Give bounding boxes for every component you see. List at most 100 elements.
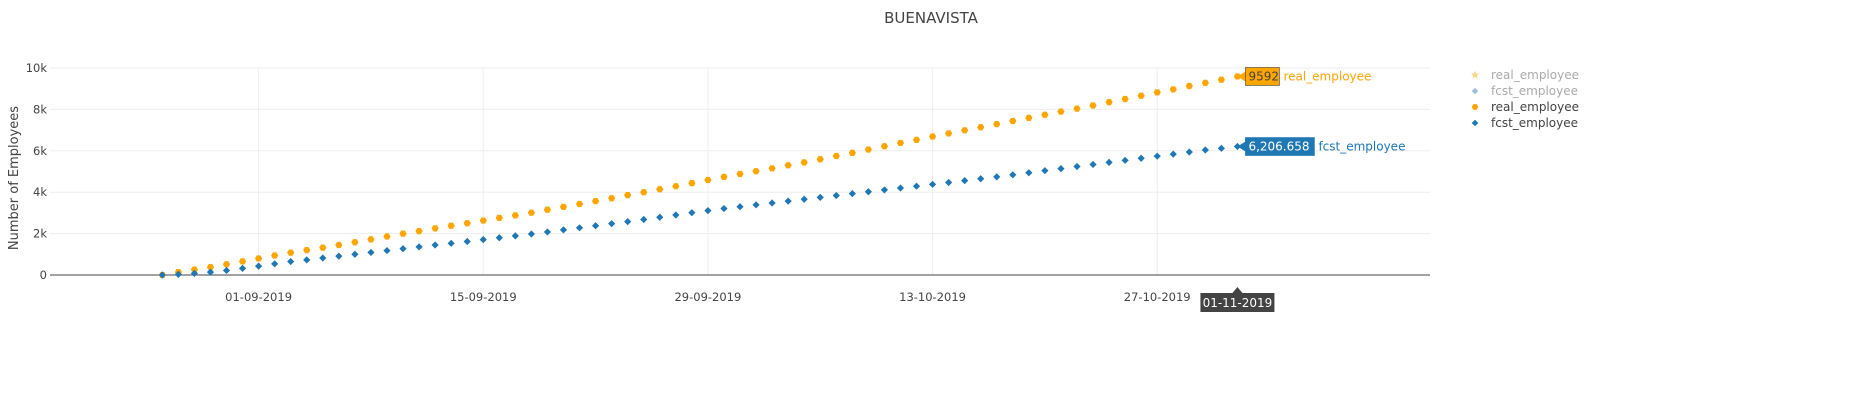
real_employee-point[interactable]: [945, 130, 953, 137]
real_employee-point[interactable]: [1217, 76, 1225, 83]
fcst_employee-point[interactable]: [608, 220, 616, 228]
series-fcst_employee[interactable]: [158, 142, 1242, 279]
real_employee-point[interactable]: [768, 165, 776, 172]
real_employee-point[interactable]: [271, 252, 279, 259]
fcst_employee-point[interactable]: [1153, 152, 1161, 160]
real_employee-point[interactable]: [527, 209, 535, 216]
real_employee-point[interactable]: [319, 244, 327, 251]
fcst_employee-point[interactable]: [688, 209, 696, 217]
fcst_employee-point[interactable]: [816, 193, 824, 201]
real_employee-point[interactable]: [1169, 86, 1177, 93]
fcst_employee-point[interactable]: [351, 250, 359, 258]
real_employee-point[interactable]: [961, 127, 969, 134]
real_employee-point[interactable]: [1041, 111, 1049, 118]
fcst_employee-point[interactable]: [559, 226, 568, 234]
real_employee-point[interactable]: [832, 152, 840, 160]
legend-item-fcst_employee[interactable]: fcst_employee: [1471, 84, 1578, 98]
plot-points[interactable]: [158, 73, 1242, 279]
real_employee-point[interactable]: [752, 168, 760, 175]
real_employee-point[interactable]: [1121, 95, 1129, 103]
real_employee-point[interactable]: [864, 146, 872, 153]
real_employee-point[interactable]: [190, 266, 199, 273]
real_employee-point[interactable]: [1073, 105, 1081, 112]
fcst_employee-point[interactable]: [768, 199, 776, 207]
fcst_employee-point[interactable]: [1009, 171, 1017, 179]
fcst_employee-point[interactable]: [495, 234, 503, 242]
fcst_employee-point[interactable]: [832, 191, 840, 200]
fcst_employee-point[interactable]: [1089, 160, 1097, 169]
real_employee-point[interactable]: [383, 233, 391, 240]
real_employee-point[interactable]: [1185, 82, 1193, 90]
fcst_employee-point[interactable]: [977, 175, 985, 183]
real_employee-point[interactable]: [1201, 79, 1209, 87]
real_employee-point[interactable]: [1233, 73, 1242, 80]
legend[interactable]: real_employeefcst_employeereal_employeef…: [1470, 68, 1579, 130]
fcst_employee-point[interactable]: [190, 269, 199, 277]
real_employee-point[interactable]: [656, 186, 664, 193]
fcst_employee-point[interactable]: [1057, 165, 1065, 173]
real_employee-point[interactable]: [736, 170, 744, 178]
fcst_employee-point[interactable]: [367, 248, 375, 257]
fcst_employee-point[interactable]: [431, 241, 439, 249]
real_employee-point[interactable]: [463, 220, 471, 227]
real_employee-point[interactable]: [608, 195, 616, 202]
fcst_employee-point[interactable]: [415, 243, 423, 251]
real_employee-point[interactable]: [335, 241, 343, 249]
real_employee-point[interactable]: [559, 203, 568, 211]
series-real_employee[interactable]: [158, 73, 1242, 279]
real_employee-point[interactable]: [238, 258, 247, 265]
real_employee-point[interactable]: [1009, 117, 1017, 125]
fcst_employee-point[interactable]: [1137, 154, 1145, 162]
real_employee-point[interactable]: [591, 197, 600, 205]
fcst_employee-point[interactable]: [303, 256, 311, 264]
fcst_employee-point[interactable]: [672, 211, 680, 219]
fcst_employee-point[interactable]: [752, 201, 760, 209]
real_employee-point[interactable]: [800, 159, 808, 166]
legend-item-fcst_employee[interactable]: fcst_employee: [1471, 116, 1578, 130]
fcst_employee-point[interactable]: [591, 222, 600, 230]
legend-item-real_employee[interactable]: real_employee: [1470, 68, 1579, 82]
real_employee-point[interactable]: [447, 222, 455, 229]
fcst_employee-point[interactable]: [319, 254, 327, 262]
fcst_employee-point[interactable]: [174, 270, 182, 278]
fcst_employee-point[interactable]: [287, 257, 295, 266]
fcst_employee-point[interactable]: [383, 246, 391, 255]
fcst_employee-point[interactable]: [993, 173, 1001, 181]
fcst_employee-point[interactable]: [447, 239, 455, 247]
real_employee-point[interactable]: [511, 212, 519, 219]
fcst_employee-point[interactable]: [880, 186, 889, 194]
real_employee-point[interactable]: [479, 217, 487, 224]
legend-item-real_employee[interactable]: real_employee: [1471, 100, 1579, 114]
fcst_employee-point[interactable]: [158, 271, 166, 279]
real_employee-point[interactable]: [672, 183, 680, 190]
fcst_employee-point[interactable]: [800, 195, 808, 203]
real_employee-point[interactable]: [1025, 114, 1033, 121]
real_employee-point[interactable]: [431, 225, 439, 232]
real_employee-point[interactable]: [575, 200, 584, 208]
real_employee-point[interactable]: [303, 247, 311, 254]
real_employee-point[interactable]: [1057, 108, 1065, 115]
fcst_employee-point[interactable]: [848, 190, 856, 198]
real_employee-point[interactable]: [287, 249, 295, 256]
fcst_employee-point[interactable]: [335, 252, 343, 260]
real_employee-point[interactable]: [543, 206, 552, 213]
fcst_employee-point[interactable]: [704, 207, 712, 215]
real_employee-point[interactable]: [640, 189, 648, 196]
fcst_employee-point[interactable]: [271, 260, 279, 268]
fcst_employee-point[interactable]: [736, 203, 744, 211]
fcst_employee-point[interactable]: [640, 215, 648, 224]
fcst_employee-point[interactable]: [1041, 167, 1049, 175]
real_employee-point[interactable]: [1137, 92, 1145, 99]
real_employee-point[interactable]: [206, 264, 215, 271]
real_employee-point[interactable]: [367, 236, 375, 243]
real_employee-point[interactable]: [255, 255, 263, 262]
real_employee-point[interactable]: [896, 139, 905, 147]
real_employee-point[interactable]: [977, 124, 985, 131]
fcst_employee-point[interactable]: [720, 204, 728, 213]
real_employee-point[interactable]: [720, 173, 728, 180]
fcst_employee-point[interactable]: [255, 262, 263, 270]
real_employee-point[interactable]: [688, 179, 696, 187]
fcst_employee-point[interactable]: [961, 177, 969, 185]
fcst_employee-point[interactable]: [1073, 162, 1081, 171]
real_employee-point[interactable]: [928, 133, 937, 140]
